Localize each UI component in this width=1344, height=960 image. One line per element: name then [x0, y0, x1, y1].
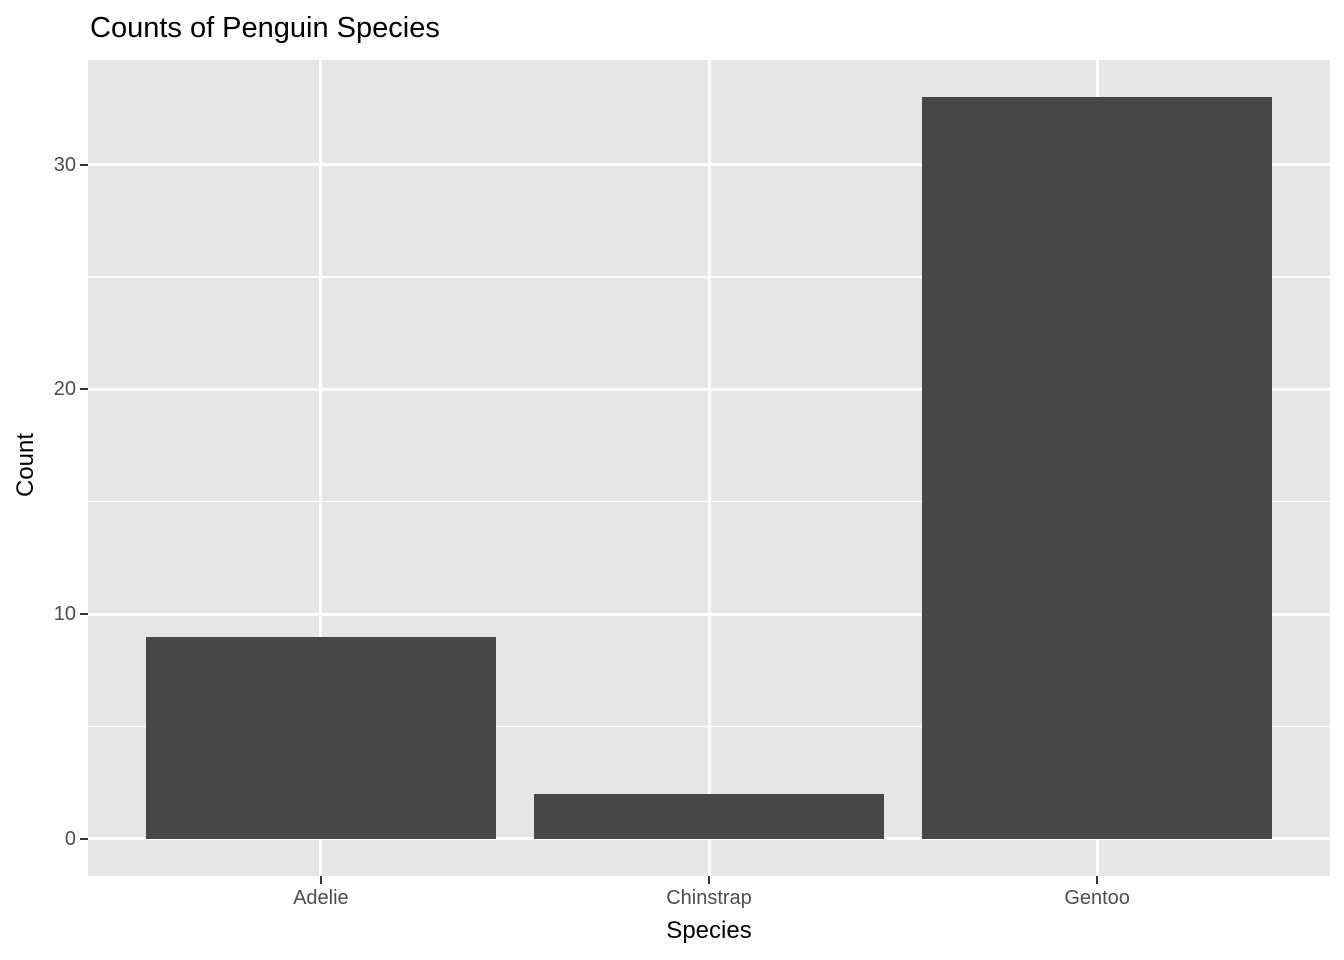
plot-title: Counts of Penguin Species: [90, 12, 440, 44]
major-gridline-vertical: [319, 60, 323, 876]
major-gridline-vertical: [707, 60, 711, 876]
bar-chinstrap: [534, 793, 884, 839]
y-axis-title: Count: [12, 432, 39, 498]
x-tick-mark: [1096, 876, 1099, 884]
x-tick-label: Chinstrap: [666, 887, 752, 909]
x-tick-mark: [319, 876, 322, 884]
bar-adelie: [146, 636, 496, 839]
x-tick-mark: [708, 876, 710, 884]
y-tick-mark: [80, 837, 88, 840]
y-tick-mark: [80, 613, 88, 616]
y-tick-label: 10: [53, 603, 76, 626]
x-tick-label: Gentoo: [1064, 887, 1130, 909]
y-tick-mark: [80, 163, 88, 166]
x-axis-title: Species: [666, 917, 752, 944]
x-tick-label: Adelie: [293, 887, 349, 909]
chart-panel: [88, 60, 1330, 876]
y-tick-mark: [80, 388, 88, 391]
bar-gentoo: [922, 97, 1272, 839]
y-tick-label: 30: [53, 153, 76, 176]
y-tick-label: 0: [64, 827, 76, 850]
y-tick-label: 20: [53, 378, 76, 401]
